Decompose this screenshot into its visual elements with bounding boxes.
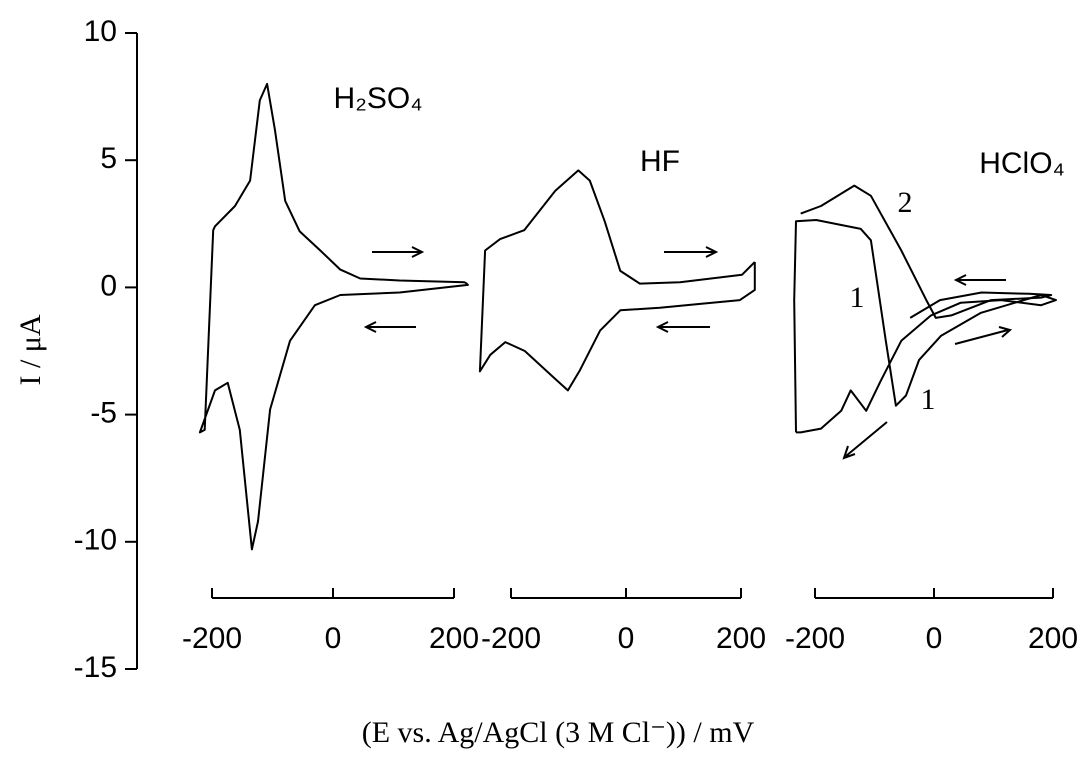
y-tick-label: -10 — [74, 524, 117, 557]
panel-title: HF — [640, 145, 680, 178]
arrow — [372, 246, 425, 258]
cv-curve — [800, 184, 1053, 319]
panel-title: H₂SO₄ — [334, 82, 423, 115]
x-tick-label: 200 — [429, 622, 479, 655]
x-tick-label: 200 — [716, 622, 766, 655]
y-tick-label: 5 — [100, 142, 117, 175]
y-tick-label: 10 — [84, 15, 117, 48]
x-tick-label: 0 — [926, 622, 943, 655]
cv-curve — [478, 169, 756, 392]
y-axis-label: I / μA — [14, 314, 47, 385]
x-axis-label: (E vs. Ag/AgCl (3 M Cl⁻)) / mV — [362, 716, 755, 749]
cv-curve — [793, 219, 1057, 434]
arrow — [953, 274, 1006, 286]
panel-title: HClO₄ — [979, 147, 1065, 180]
arrows — [363, 246, 1013, 460]
arrow — [842, 421, 888, 460]
arrow — [664, 246, 719, 258]
y-tick-label: -5 — [90, 397, 117, 430]
arrow — [954, 326, 1013, 345]
annotation: 2 — [898, 186, 913, 219]
y-tick-label: -15 — [74, 651, 117, 684]
annotation: 1 — [921, 383, 936, 416]
y-tick-label: 0 — [100, 269, 117, 302]
x-tick-label: 200 — [1028, 622, 1078, 655]
arrow — [655, 321, 710, 333]
x-tick-label: -200 — [182, 622, 242, 655]
x-tick-label: -200 — [481, 622, 541, 655]
x-tick-label: 0 — [618, 622, 635, 655]
x-tick-label: -200 — [785, 622, 845, 655]
annotation: 1 — [850, 281, 865, 314]
cv-curve — [198, 82, 469, 551]
arrow — [363, 321, 416, 333]
x-tick-label: 0 — [325, 622, 342, 655]
